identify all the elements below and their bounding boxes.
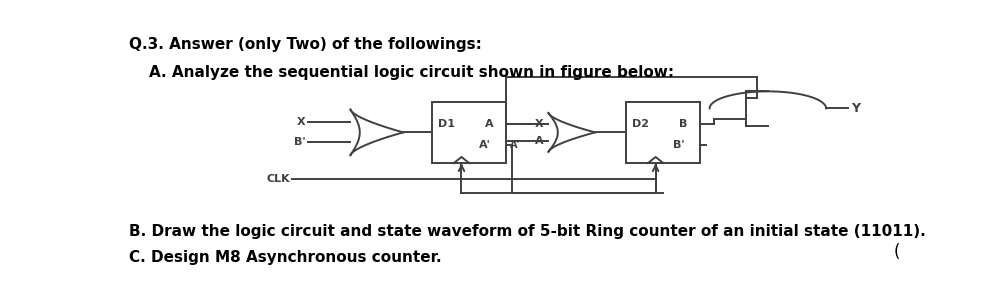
Text: X: X xyxy=(297,117,306,127)
Text: X: X xyxy=(535,119,544,129)
Text: CLK: CLK xyxy=(267,174,290,184)
Text: A': A' xyxy=(479,140,490,150)
Text: A': A' xyxy=(510,140,520,150)
Text: B': B' xyxy=(672,140,684,150)
Text: A: A xyxy=(485,119,494,129)
Text: Q.3. Answer (only Two) of the followings:: Q.3. Answer (only Two) of the followings… xyxy=(129,37,482,52)
Text: A: A xyxy=(535,136,544,146)
Text: Y: Y xyxy=(851,102,860,115)
Text: B: B xyxy=(679,119,687,129)
Text: (: ( xyxy=(894,243,900,261)
Text: B. Draw the logic circuit and state waveform of 5-bit Ring counter of an initial: B. Draw the logic circuit and state wave… xyxy=(129,223,926,239)
Text: D2: D2 xyxy=(632,119,649,129)
Bar xyxy=(626,102,699,163)
Text: D1: D1 xyxy=(438,119,455,129)
Bar xyxy=(432,102,506,163)
Text: A. Analyze the sequential logic circuit shown in figure below:: A. Analyze the sequential logic circuit … xyxy=(148,65,673,80)
Text: C. Design M8 Asynchronous counter.: C. Design M8 Asynchronous counter. xyxy=(129,250,442,265)
Text: B': B' xyxy=(294,137,306,147)
